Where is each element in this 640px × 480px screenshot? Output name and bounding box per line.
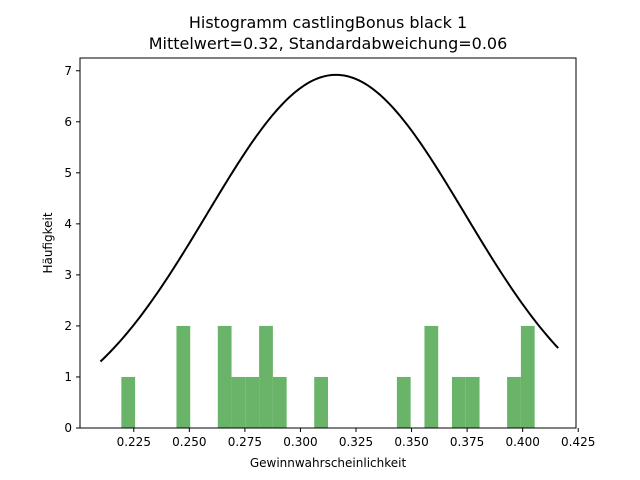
x-tick-label: 0.375 bbox=[450, 435, 484, 449]
histogram-bar bbox=[314, 376, 328, 428]
histogram-bar bbox=[452, 376, 466, 428]
x-tick-label: 0.400 bbox=[505, 435, 539, 449]
histogram-bar bbox=[231, 376, 246, 428]
y-tick-label: 0 bbox=[64, 421, 72, 435]
histogram-bar bbox=[507, 376, 521, 428]
histogram-bar bbox=[217, 325, 232, 428]
y-axis-label: Häufigkeit bbox=[41, 212, 55, 273]
x-tick-label: 0.425 bbox=[561, 435, 595, 449]
y-tick-label: 3 bbox=[64, 268, 72, 282]
histogram-bar bbox=[259, 325, 273, 428]
x-axis-ticks: 0.225 0.250 0.275 0.300 0.325 0.350 0.375 0.400… bbox=[117, 428, 595, 449]
x-tick-label: 0.325 bbox=[339, 435, 373, 449]
chart-title: Histogramm castlingBonus black 1 bbox=[189, 13, 467, 32]
y-tick-label: 7 bbox=[64, 64, 72, 78]
x-tick-label: 0.350 bbox=[394, 435, 428, 449]
y-axis-ticks: 0 1 2 3 4 5 6 7 bbox=[64, 64, 80, 435]
histogram-bar bbox=[272, 376, 287, 428]
histogram-bar bbox=[520, 325, 535, 428]
histogram-bars bbox=[121, 325, 535, 428]
histogram-bar bbox=[176, 325, 191, 428]
histogram-bar bbox=[424, 325, 439, 428]
y-tick-label: 4 bbox=[64, 217, 72, 231]
normal-curve bbox=[99, 73, 559, 363]
x-tick-label: 0.250 bbox=[172, 435, 206, 449]
histogram-bar bbox=[121, 376, 136, 428]
y-tick-label: 6 bbox=[64, 115, 72, 129]
histogram-bar bbox=[245, 376, 260, 428]
chart-subtitle: Mittelwert=0.32, Standardabweichung=0.06 bbox=[149, 34, 508, 53]
y-tick-label: 2 bbox=[64, 319, 72, 333]
histogram-bar bbox=[396, 376, 411, 428]
histogram-bar bbox=[465, 376, 480, 428]
y-tick-label: 1 bbox=[64, 370, 72, 384]
plot-area-frame bbox=[79, 57, 577, 429]
x-tick-label: 0.275 bbox=[228, 435, 262, 449]
y-tick-label: 5 bbox=[64, 166, 72, 180]
x-tick-label: 0.225 bbox=[117, 435, 151, 449]
x-tick-label: 0.300 bbox=[283, 435, 317, 449]
x-axis-label: Gewinnwahrscheinlichkeit bbox=[250, 456, 407, 470]
